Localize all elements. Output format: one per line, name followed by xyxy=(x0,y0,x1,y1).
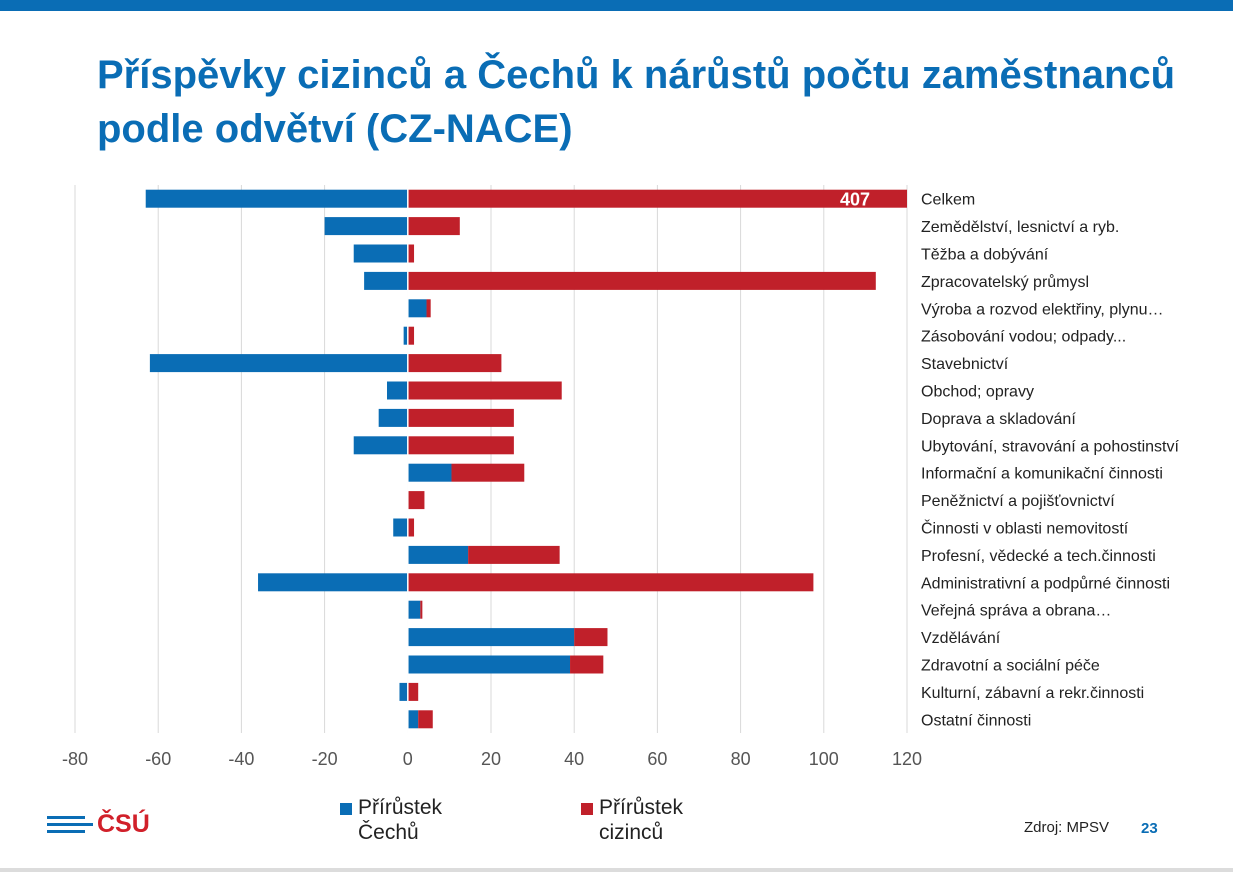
category-label: Profesní, vědecké a tech.činnosti xyxy=(921,548,1156,565)
category-label: Zemědělství, lesnictví a ryb. xyxy=(921,219,1119,236)
x-tick-label: -60 xyxy=(145,749,171,769)
x-tick-label: -80 xyxy=(62,749,88,769)
source-note: Zdroj: MPSV xyxy=(1024,819,1110,836)
x-tick-label: 60 xyxy=(647,749,667,769)
x-tick-label: 80 xyxy=(731,749,751,769)
category-label: Veřejná správa a obrana… xyxy=(921,603,1111,620)
legend-label-foreign-line1: Přírůstek xyxy=(599,796,684,819)
category-label: Doprava a skladování xyxy=(921,411,1076,428)
bar-czech xyxy=(353,244,408,263)
bar-foreign xyxy=(468,545,560,564)
legend-label-czech: Přírůstek Čechů xyxy=(358,795,498,845)
bar-czech xyxy=(407,600,421,619)
bar-foreign xyxy=(407,436,514,455)
top-accent-bar xyxy=(0,0,1233,11)
bar-foreign xyxy=(407,354,502,373)
category-label: Činnosti v oblasti nemovitostí xyxy=(921,519,1129,538)
bar-foreign xyxy=(407,573,814,592)
bar-czech xyxy=(403,326,408,345)
x-tick-label: -20 xyxy=(312,749,338,769)
logo-stripe-2 xyxy=(47,823,93,826)
category-label: Vzdělávání xyxy=(921,630,1001,647)
legend-swatch-foreign xyxy=(581,803,593,815)
legend-label-foreign-line2: cizinců xyxy=(599,821,664,844)
bar-foreign xyxy=(407,244,415,263)
bar-czech xyxy=(407,299,427,318)
x-tick-label: 100 xyxy=(809,749,839,769)
x-tick-label: 40 xyxy=(564,749,584,769)
bar-czech xyxy=(324,217,408,236)
legend-label-czech-line2: Čechů xyxy=(358,821,419,844)
bar-czech xyxy=(378,408,408,427)
bar-czech xyxy=(149,354,408,373)
bar-czech xyxy=(145,189,408,208)
category-label: Ubytování, stravování a pohostinství xyxy=(921,438,1179,455)
bar-czech xyxy=(407,655,571,674)
category-label: Těžba a dobývání xyxy=(921,247,1049,264)
logo-stripe-1 xyxy=(47,816,85,819)
bar-czech xyxy=(353,436,408,455)
category-label: Kulturní, zábavní a rekr.činnosti xyxy=(921,685,1144,702)
bar-foreign xyxy=(407,381,562,400)
category-label: Informační a komunikační činnosti xyxy=(921,466,1163,483)
category-label: Stavebnictví xyxy=(921,356,1009,373)
bar-czech xyxy=(364,271,408,290)
x-tick-label: 0 xyxy=(403,749,413,769)
bar-foreign xyxy=(426,299,431,318)
bar-foreign xyxy=(407,217,460,236)
logo-text: ČSÚ xyxy=(97,810,150,838)
slide-title: Příspěvky cizinců a Čechů k nárůstů počt… xyxy=(97,53,1176,151)
x-tick-label: -40 xyxy=(228,749,254,769)
x-tick-label: 120 xyxy=(892,749,922,769)
bar-czech xyxy=(407,710,419,729)
category-label: Zásobování vodou; odpady... xyxy=(921,329,1126,346)
bar-chart: -80 -60 -40 -20 0 20 40 60 80 100 120 Celkem Zeměděl… xyxy=(62,185,1179,769)
bar-czech xyxy=(387,381,408,400)
bar-czech xyxy=(407,545,469,564)
category-label: Ostatní činnosti xyxy=(921,712,1031,729)
bar-foreign xyxy=(570,655,604,674)
bar-foreign xyxy=(418,710,433,729)
bar-czech xyxy=(393,518,408,537)
logo-stripe-3 xyxy=(47,830,85,833)
bar-foreign xyxy=(407,271,876,290)
bar-foreign xyxy=(407,189,907,208)
data-label-celkem: 407 xyxy=(840,190,870,210)
bar-foreign xyxy=(407,326,415,345)
bar-foreign xyxy=(574,628,608,647)
bar-czech xyxy=(258,573,408,592)
bar-foreign xyxy=(407,682,419,701)
category-label: Obchod; opravy xyxy=(921,384,1034,401)
category-label: Výroba a rozvod elektřiny, plynu… xyxy=(921,301,1163,318)
csu-logo: ČSÚ xyxy=(47,810,157,840)
bar-foreign xyxy=(407,408,514,427)
bar-foreign xyxy=(407,518,415,537)
bar-foreign xyxy=(407,491,425,510)
bar-foreign xyxy=(420,600,423,619)
category-label: Celkem xyxy=(921,192,975,209)
page-number: 23 xyxy=(1141,820,1158,837)
category-label: Administrativní a podpůrné činnosti xyxy=(921,574,1170,592)
x-tick-label: 20 xyxy=(481,749,501,769)
legend-label-czech-line1: Přírůstek xyxy=(358,796,443,819)
legend-swatch-czech xyxy=(340,803,352,815)
category-label: Zdravotní a sociální péče xyxy=(921,658,1100,675)
bar-czech xyxy=(407,628,575,647)
bar-foreign xyxy=(451,463,525,482)
category-label: Zpracovatelský průmysl xyxy=(921,273,1089,291)
bottom-divider xyxy=(0,868,1233,872)
bar-czech xyxy=(407,463,452,482)
bar-czech xyxy=(399,682,408,701)
category-label: Peněžnictví a pojišťovnictví xyxy=(921,493,1115,510)
legend-label-foreign: Přírůstek cizinců xyxy=(599,795,739,845)
